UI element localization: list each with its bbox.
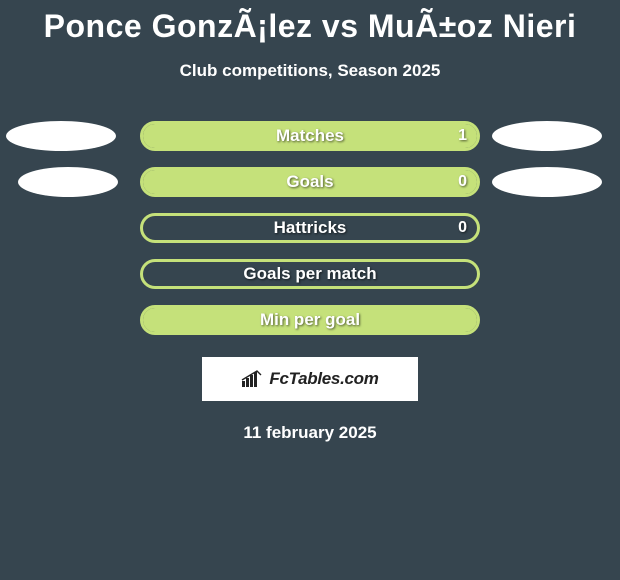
page-title: Ponce GonzÃ¡lez vs MuÃ±oz Nieri [44,8,577,45]
stat-bar: Matches 1 [140,121,480,151]
stat-label: Goals per match [143,262,477,286]
chart-icon [241,370,265,388]
stat-row: Min per goal [0,305,620,335]
stat-bar-fill [143,308,477,332]
comparison-infographic: Ponce GonzÃ¡lez vs MuÃ±oz Nieri Club com… [0,0,620,443]
player-pill-right [492,121,602,151]
page-subtitle: Club competitions, Season 2025 [180,61,441,81]
stat-bar: Min per goal [140,305,480,335]
brand-logo-box: FcTables.com [202,357,418,401]
stat-value: 1 [458,124,467,148]
stat-row: Hattricks 0 [0,213,620,243]
brand-text: FcTables.com [269,369,378,389]
stat-rows: Matches 1 Goals 0 Hattricks 0 [0,121,620,335]
stat-row: Goals per match [0,259,620,289]
stat-bar-fill [143,124,477,148]
stat-value: 0 [458,216,467,240]
player-pill-right [492,167,602,197]
player-pill-left [18,167,118,197]
stat-row: Goals 0 [0,167,620,197]
stat-label: Hattricks [143,216,477,240]
stat-bar-fill [143,170,477,194]
stat-row: Matches 1 [0,121,620,151]
date-label: 11 february 2025 [243,423,376,443]
player-pill-left [6,121,116,151]
stat-bar: Goals 0 [140,167,480,197]
stat-bar: Hattricks 0 [140,213,480,243]
stat-bar: Goals per match [140,259,480,289]
stat-value: 0 [458,170,467,194]
